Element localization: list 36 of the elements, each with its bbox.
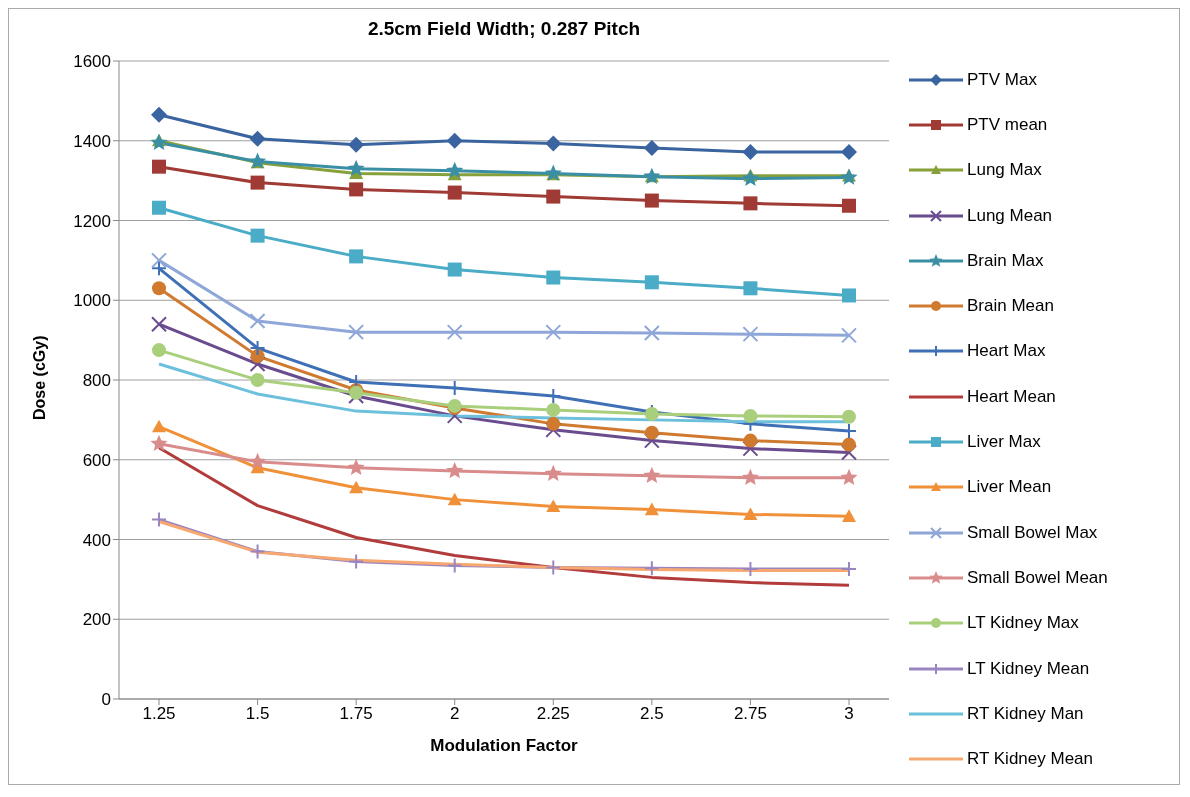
x-tick-label: 1.75	[339, 704, 373, 724]
y-tick-label: 600	[82, 450, 111, 470]
legend-label: LT Kidney Max	[967, 613, 1079, 634]
legend-label: LT Kidney Mean	[967, 658, 1090, 679]
chart-title: 2.5cm Field Width; 0.287 Pitch	[366, 17, 642, 41]
x-tick-label: 2.75	[733, 704, 767, 724]
legend-label: RT Kidney Mean	[967, 749, 1093, 770]
x-tick-label: 2.5	[640, 704, 664, 724]
y-tick-label: 200	[82, 610, 111, 630]
x-tick-label: 2.25	[536, 704, 570, 724]
y-tick-label: 0	[101, 690, 111, 710]
x-tick-label: 1.5	[245, 704, 270, 724]
legend-label: PTV mean	[967, 114, 1048, 135]
legend-label: PTV Max	[967, 69, 1037, 90]
y-tick-label: 1400	[73, 131, 111, 151]
legend-label: Lung Mean	[967, 205, 1053, 226]
x-tick-label: 1.25	[142, 704, 176, 724]
y-tick-label: 1000	[73, 291, 111, 311]
y-tick-label: 400	[82, 530, 111, 550]
legend-label: Small Bowel Mean	[967, 567, 1108, 588]
legend-label: Small Bowel Max	[967, 522, 1098, 543]
legend-label: Liver Mean	[967, 477, 1052, 498]
x-tick-label: 2	[449, 704, 460, 724]
legend-label: Heart Mean	[967, 386, 1056, 407]
x-tick-label: 3	[844, 704, 854, 724]
y-axis-title: Dose (cGy)	[30, 335, 48, 420]
x-axis-title: Modulation Factor	[430, 736, 579, 755]
y-tick-label: 800	[82, 371, 111, 391]
legend-label: RT Kidney Man	[967, 703, 1084, 724]
legend-label: Heart Max	[967, 341, 1046, 362]
legend-label: Brain Mean	[967, 296, 1054, 317]
legend-label: Brain Max	[967, 250, 1044, 271]
y-tick-label: 1600	[73, 52, 111, 72]
legend-label: Liver Max	[967, 432, 1041, 453]
legend-label: Lung Max	[967, 160, 1042, 181]
y-tick-label: 1200	[73, 211, 111, 231]
